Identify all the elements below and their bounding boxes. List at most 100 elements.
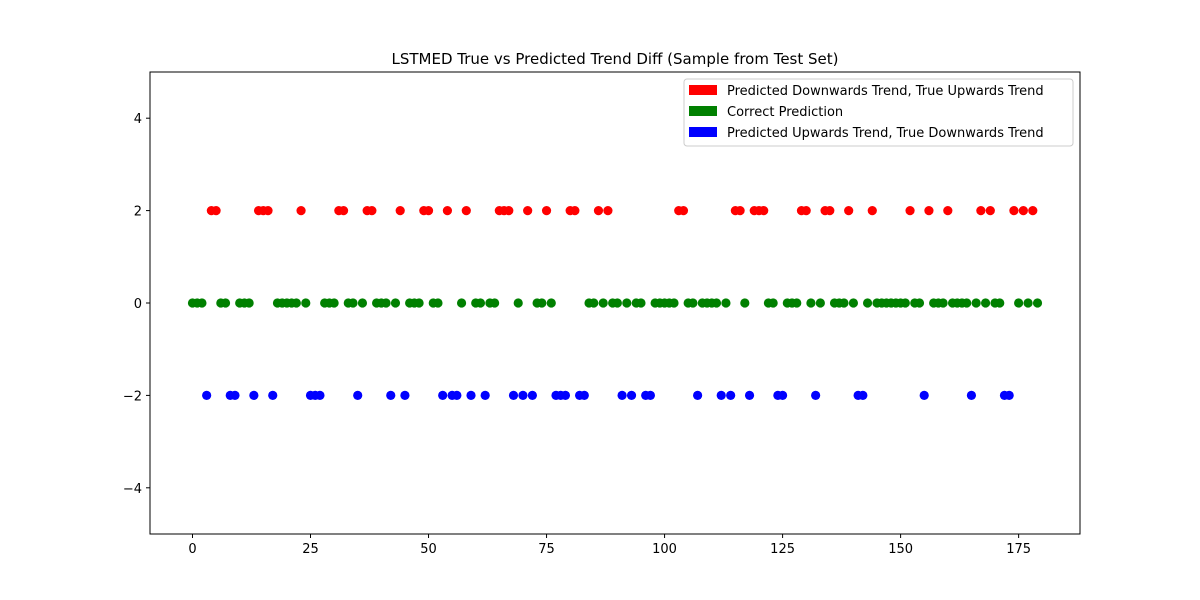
data-point-s2-27 — [645, 390, 656, 400]
data-point-s1-86 — [962, 298, 972, 308]
legend-label-1: Correct Prediction — [727, 105, 843, 120]
x-tick-label-7: 175 — [1006, 542, 1031, 557]
data-point-s1-65 — [815, 298, 825, 308]
x-tick-label-4: 100 — [652, 542, 677, 557]
y-tick-label-4: 4 — [134, 112, 142, 127]
data-point-s1-68 — [839, 298, 849, 308]
data-point-s2-4 — [268, 390, 278, 400]
data-point-s2-34 — [811, 390, 821, 400]
data-point-s1-88 — [980, 298, 991, 308]
data-point-s0-40 — [976, 206, 986, 216]
data-point-s2-2 — [230, 390, 240, 400]
data-point-s0-14 — [461, 206, 471, 216]
data-point-s1-70 — [862, 298, 873, 308]
y-tick-label-2: 0 — [134, 297, 142, 312]
data-point-s1-43 — [622, 298, 632, 308]
data-point-s0-32 — [801, 206, 811, 216]
data-point-s1-57 — [721, 298, 731, 308]
data-point-s0-43 — [1018, 206, 1028, 216]
data-point-s0-38 — [924, 206, 934, 216]
data-point-s1-37 — [546, 298, 556, 308]
data-point-s2-18 — [527, 390, 537, 400]
data-point-s0-9 — [367, 206, 377, 216]
data-point-s1-79 — [914, 298, 925, 308]
data-point-s0-18 — [523, 206, 533, 216]
x-tick-label-3: 75 — [538, 542, 555, 557]
data-point-s1-31 — [475, 298, 486, 308]
data-point-s1-87 — [971, 298, 981, 308]
data-point-s1-42 — [612, 298, 622, 308]
data-point-s0-4 — [263, 206, 273, 216]
data-point-s1-69 — [848, 298, 859, 308]
data-point-s1-23 — [390, 298, 401, 308]
data-point-s1-60 — [768, 298, 778, 308]
legend-label-0: Predicted Downwards Trend, True Upwards … — [727, 84, 1044, 99]
data-point-s0-22 — [593, 206, 604, 216]
data-point-s2-28 — [693, 390, 703, 400]
data-point-s2-30 — [726, 390, 736, 400]
data-point-s2-37 — [919, 390, 929, 400]
data-point-s1-29 — [456, 298, 467, 308]
data-point-s1-77 — [900, 298, 910, 308]
data-point-s0-37 — [905, 206, 915, 216]
y-tick-label-0: −4 — [123, 482, 142, 497]
data-point-s0-23 — [603, 206, 613, 216]
data-point-s2-14 — [466, 390, 476, 400]
x-tick-label-1: 25 — [302, 542, 319, 557]
chart-title: LSTMED True vs Predicted Trend Diff (Sam… — [391, 50, 838, 68]
data-point-s0-7 — [338, 206, 349, 216]
data-point-s1-16 — [329, 298, 339, 308]
data-point-s1-40 — [598, 298, 608, 308]
legend-swatch-0 — [689, 85, 717, 95]
data-point-s1-63 — [792, 298, 802, 308]
data-point-s1-19 — [357, 298, 368, 308]
data-point-s2-36 — [858, 390, 868, 400]
data-point-s1-82 — [938, 298, 948, 308]
data-point-s0-36 — [867, 206, 877, 216]
x-tick-label-5: 125 — [770, 542, 795, 557]
data-point-s1-2 — [197, 298, 207, 308]
data-point-s2-23 — [579, 390, 589, 400]
data-point-s0-30 — [759, 206, 769, 216]
data-point-s1-4 — [220, 298, 231, 308]
data-point-s2-31 — [744, 390, 755, 400]
data-point-s2-33 — [777, 390, 788, 400]
data-point-s0-27 — [735, 206, 745, 216]
data-point-s0-19 — [541, 206, 552, 216]
data-point-s1-7 — [244, 298, 254, 308]
data-point-s1-39 — [589, 298, 599, 308]
data-point-s2-3 — [249, 390, 259, 400]
data-point-s1-12 — [291, 298, 301, 308]
data-point-s2-11 — [438, 390, 448, 400]
data-point-s0-21 — [570, 206, 580, 216]
x-tick-label-2: 50 — [420, 542, 437, 557]
data-point-s1-28 — [433, 298, 443, 308]
data-point-s2-10 — [400, 390, 410, 400]
data-point-s2-17 — [518, 390, 528, 400]
x-tick-label-6: 150 — [888, 542, 913, 557]
data-point-s0-44 — [1028, 206, 1038, 216]
data-point-s0-12 — [423, 206, 434, 216]
data-point-s1-45 — [636, 298, 646, 308]
data-point-s1-34 — [513, 298, 523, 308]
data-point-s2-16 — [508, 390, 519, 400]
y-tick-label-3: 2 — [134, 205, 142, 220]
y-tick-label-1: −2 — [123, 389, 142, 404]
data-point-s2-8 — [353, 390, 363, 400]
data-point-s2-24 — [617, 390, 627, 400]
data-point-s1-36 — [537, 298, 547, 308]
data-point-s1-18 — [348, 298, 358, 308]
data-point-s1-93 — [1032, 298, 1043, 308]
data-point-s1-64 — [806, 298, 816, 308]
data-point-s0-5 — [296, 206, 306, 216]
data-point-s0-1 — [211, 206, 221, 216]
data-point-s2-7 — [315, 390, 325, 400]
axes: 0 25 50 75 100 125 150 175 −4 −2 0 2 4 — [123, 71, 1081, 557]
plot-area — [187, 206, 1043, 400]
data-point-s1-90 — [995, 298, 1005, 308]
data-point-s1-92 — [1023, 298, 1033, 308]
data-point-s2-9 — [386, 390, 396, 400]
data-point-s1-22 — [381, 298, 391, 308]
data-point-s0-41 — [985, 206, 995, 216]
